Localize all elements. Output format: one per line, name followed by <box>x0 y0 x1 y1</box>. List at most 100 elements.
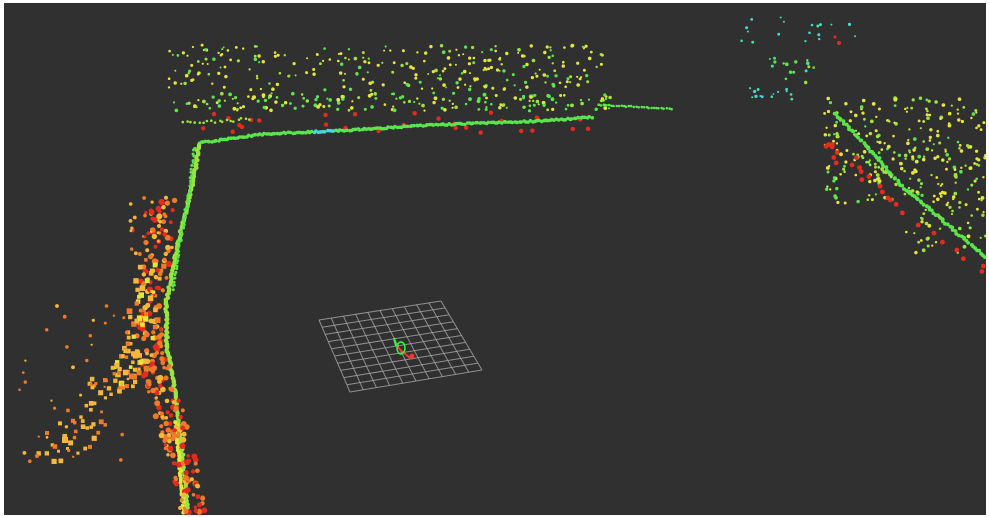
laser-point <box>977 248 982 253</box>
laser-point <box>131 384 135 389</box>
laser-point <box>193 121 196 124</box>
laser-point <box>629 104 633 108</box>
laser-point <box>472 56 476 60</box>
laser-point <box>193 508 199 513</box>
laser-point <box>253 57 258 62</box>
laser-point <box>894 182 898 187</box>
laser-point <box>920 193 924 197</box>
laser-point <box>854 113 858 118</box>
laser-point <box>893 151 896 154</box>
laser-point <box>462 122 467 127</box>
laser-point <box>222 85 226 89</box>
laser-point <box>519 97 523 101</box>
laser-point <box>452 91 456 95</box>
laser-point <box>549 49 552 52</box>
laser-point <box>549 46 552 49</box>
laser-point <box>64 425 69 429</box>
laser-point <box>832 179 836 183</box>
laser-point <box>180 408 185 413</box>
laser-point <box>138 292 144 298</box>
laser-point <box>211 82 214 85</box>
laser-point <box>150 289 154 294</box>
laser-point <box>441 50 446 54</box>
laser-point <box>908 128 911 131</box>
laser-point <box>83 446 88 451</box>
laser-point <box>400 95 405 99</box>
laser-point <box>603 93 607 97</box>
laser-point <box>103 321 107 325</box>
laser-point <box>569 81 572 84</box>
laser-point <box>859 177 865 183</box>
laser-point <box>515 120 519 125</box>
laser-point <box>500 121 504 125</box>
laser-point <box>933 156 937 160</box>
laser-point <box>475 77 479 81</box>
laser-point <box>458 77 462 81</box>
laser-point <box>234 96 238 100</box>
laser-point <box>136 370 142 376</box>
laser-point <box>381 83 385 87</box>
laser-point <box>975 111 978 114</box>
laser-point <box>837 135 840 139</box>
laser-point <box>345 128 349 133</box>
laser-point <box>248 68 251 71</box>
laser-point <box>848 119 852 123</box>
laser-point <box>420 87 424 90</box>
laser-point <box>424 51 428 55</box>
laser-point <box>139 285 146 291</box>
laser-point <box>312 72 316 76</box>
laser-point <box>129 229 133 233</box>
laser-point <box>200 495 206 501</box>
point-cloud-scene[interactable] <box>4 3 986 515</box>
laser-point <box>141 272 146 277</box>
laser-point <box>490 102 493 106</box>
laser-point <box>817 33 821 37</box>
laser-point <box>246 133 251 138</box>
laser-point <box>495 68 500 72</box>
laser-point <box>207 139 211 144</box>
laser-point <box>182 226 185 230</box>
laser-point <box>421 124 426 128</box>
laser-point <box>442 83 446 87</box>
laser-point <box>375 126 380 130</box>
laser-point <box>173 273 177 277</box>
laser-point <box>126 308 133 314</box>
y-axis <box>393 337 397 347</box>
laser-point <box>148 318 154 324</box>
laser-point <box>423 109 426 112</box>
laser-point <box>147 390 151 394</box>
laser-point <box>889 175 893 179</box>
laser-point <box>847 22 852 26</box>
laser-point <box>160 360 166 366</box>
laser-point <box>917 154 922 159</box>
laser-point <box>970 214 973 217</box>
laser-point <box>586 80 590 84</box>
laser-point <box>910 106 914 110</box>
laser-point <box>854 155 859 161</box>
laser-point <box>494 45 497 48</box>
laser-point <box>383 49 386 52</box>
laser-point <box>190 469 196 474</box>
laser-point <box>72 435 77 440</box>
laser-point <box>217 104 222 108</box>
laser-point <box>854 129 858 132</box>
laser-point <box>201 126 206 131</box>
laser-point <box>204 48 207 51</box>
laser-point <box>282 103 285 107</box>
laser-point <box>157 374 164 382</box>
laser-point <box>172 280 176 284</box>
laser-point <box>163 420 169 427</box>
3d-viewport[interactable] <box>4 3 986 515</box>
laser-point <box>201 507 208 514</box>
laser-point <box>911 98 915 102</box>
laser-point <box>446 56 451 60</box>
laser-point <box>773 60 777 64</box>
laser-point <box>103 396 107 400</box>
laser-point <box>827 133 831 137</box>
laser-point <box>62 437 68 443</box>
laser-point <box>920 220 924 224</box>
laser-point <box>825 187 829 191</box>
laser-point <box>945 203 949 207</box>
laser-point <box>535 74 539 78</box>
laser-point <box>139 359 144 365</box>
